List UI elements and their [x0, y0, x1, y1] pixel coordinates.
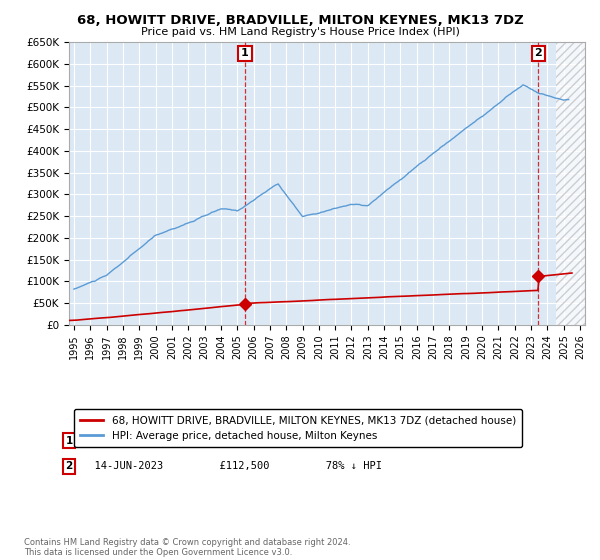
Text: 68, HOWITT DRIVE, BRADVILLE, MILTON KEYNES, MK13 7DZ: 68, HOWITT DRIVE, BRADVILLE, MILTON KEYN…: [77, 14, 523, 27]
Text: 2: 2: [535, 48, 542, 58]
Text: 21-JUN-2005         £48,600         81% ↓ HPI: 21-JUN-2005 £48,600 81% ↓ HPI: [82, 436, 376, 446]
Text: 14-JUN-2023         £112,500         78% ↓ HPI: 14-JUN-2023 £112,500 78% ↓ HPI: [82, 461, 382, 471]
Text: Price paid vs. HM Land Registry's House Price Index (HPI): Price paid vs. HM Land Registry's House …: [140, 27, 460, 37]
Text: Contains HM Land Registry data © Crown copyright and database right 2024.
This d: Contains HM Land Registry data © Crown c…: [24, 538, 350, 557]
Legend: 68, HOWITT DRIVE, BRADVILLE, MILTON KEYNES, MK13 7DZ (detached house), HPI: Aver: 68, HOWITT DRIVE, BRADVILLE, MILTON KEYN…: [74, 409, 522, 447]
Text: 1: 1: [65, 436, 73, 446]
Text: 2: 2: [65, 461, 73, 471]
Text: 1: 1: [241, 48, 249, 58]
